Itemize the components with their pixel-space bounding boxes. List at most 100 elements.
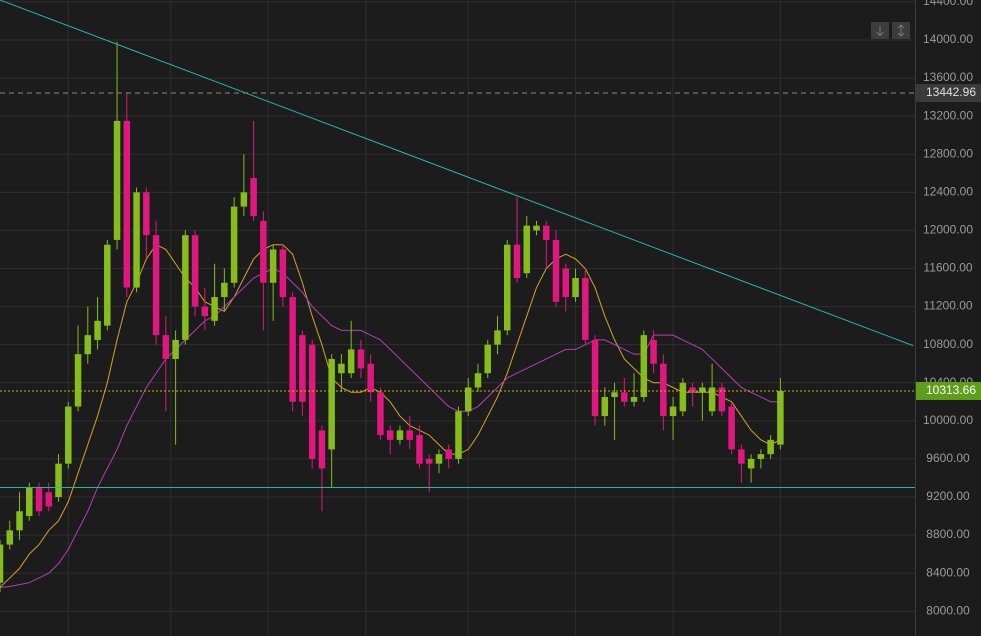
y-tick-label: 12800.00 [923, 146, 973, 160]
candle-body [299, 335, 306, 402]
y-tick-label: 10800.00 [923, 337, 973, 351]
candle-body [777, 390, 784, 445]
price-label: 13442.96 [926, 85, 976, 99]
candle-body [543, 225, 550, 240]
candle-body [211, 297, 218, 321]
candle-body [503, 244, 511, 331]
price-label: 10313.66 [926, 383, 976, 397]
candle-body [230, 206, 238, 283]
y-tick-label: 8800.00 [926, 527, 970, 541]
candle-body [35, 487, 43, 512]
candle-body [367, 363, 374, 393]
y-tick-label: 12400.00 [923, 184, 973, 198]
candle-body [767, 439, 774, 455]
candle-body [328, 358, 335, 450]
candle-body [747, 458, 755, 469]
candle-body [6, 530, 14, 545]
candle-body [0, 544, 4, 583]
candle-body [523, 225, 531, 274]
price-label-box [916, 84, 981, 103]
candle-body [201, 306, 209, 317]
candle-body [260, 220, 267, 283]
candle-body [221, 282, 228, 298]
candle-body [133, 192, 140, 288]
candle-body [406, 430, 413, 440]
grid [0, 0, 915, 636]
candle-body [250, 178, 257, 217]
candle-body [45, 492, 53, 507]
y-tick-label: 13200.00 [923, 108, 973, 122]
candle-body [123, 120, 131, 288]
candle-body [143, 192, 150, 236]
plot-area [0, 0, 915, 593]
y-tick-label: 11600.00 [923, 261, 972, 275]
candle-body [513, 244, 521, 279]
candle-body [338, 363, 345, 374]
candle-body [396, 430, 404, 440]
candle-body [630, 397, 638, 402]
candle-body [660, 363, 667, 417]
trendline [0, 0, 914, 347]
candle-body [425, 458, 433, 464]
y-tick-label: 13600.00 [923, 70, 973, 84]
candle-body [357, 349, 365, 369]
candle-body [640, 335, 648, 398]
candle-body [562, 268, 570, 298]
candle-body [84, 335, 92, 355]
candle-body [152, 235, 160, 336]
icon [876, 26, 884, 37]
y-tick-label: 12000.00 [923, 223, 973, 237]
candle-body [269, 249, 277, 283]
candle-body [621, 392, 628, 402]
y-tick-label: 9600.00 [926, 451, 970, 465]
candle-body [55, 463, 62, 497]
candle-body [279, 249, 287, 298]
candle-body [74, 354, 82, 407]
candle-body [162, 335, 170, 359]
candle-body [191, 235, 199, 307]
candle-body [455, 411, 462, 459]
y-tick-label: 11200.00 [923, 299, 972, 313]
candle-body [386, 430, 394, 440]
y-tick-label: 8000.00 [926, 603, 970, 617]
candle-body [572, 278, 579, 298]
candle-body [182, 235, 189, 340]
candle-body [728, 406, 735, 450]
y-tick-label: 9200.00 [926, 489, 970, 503]
candle-body [718, 387, 726, 412]
candle-body [104, 244, 111, 326]
candle-body [16, 511, 23, 531]
candle-body [552, 239, 560, 302]
price-axis: 8000.00 8400.00 8800.00 9200.00 9600.00 10000… [916, 0, 981, 617]
icon [897, 24, 905, 37]
candle-body [650, 339, 657, 364]
candle-body [94, 320, 101, 340]
candle-body [601, 397, 609, 417]
candle-body [347, 349, 355, 374]
candle-body [416, 435, 423, 464]
candle-body [464, 387, 472, 412]
candle-body [240, 192, 248, 207]
moving-average-line [0, 267, 781, 588]
candle-body [708, 387, 716, 412]
y-tick-label: 14400.00 [923, 0, 973, 8]
candle-body [474, 373, 482, 388]
candle-body [738, 449, 745, 464]
candle-body [699, 387, 706, 393]
toolbar[interactable] [871, 22, 910, 39]
candle-body [582, 278, 589, 340]
candle-body [318, 430, 326, 469]
price-label-box [916, 381, 981, 400]
candle-body [377, 392, 384, 436]
candle-body [113, 120, 121, 240]
candle-body [611, 392, 618, 398]
candle-body [679, 382, 687, 412]
candle-body [435, 454, 443, 464]
candle-body [445, 449, 452, 459]
candle-body [757, 454, 765, 459]
candle-body [289, 297, 296, 402]
candle-body [26, 487, 33, 517]
